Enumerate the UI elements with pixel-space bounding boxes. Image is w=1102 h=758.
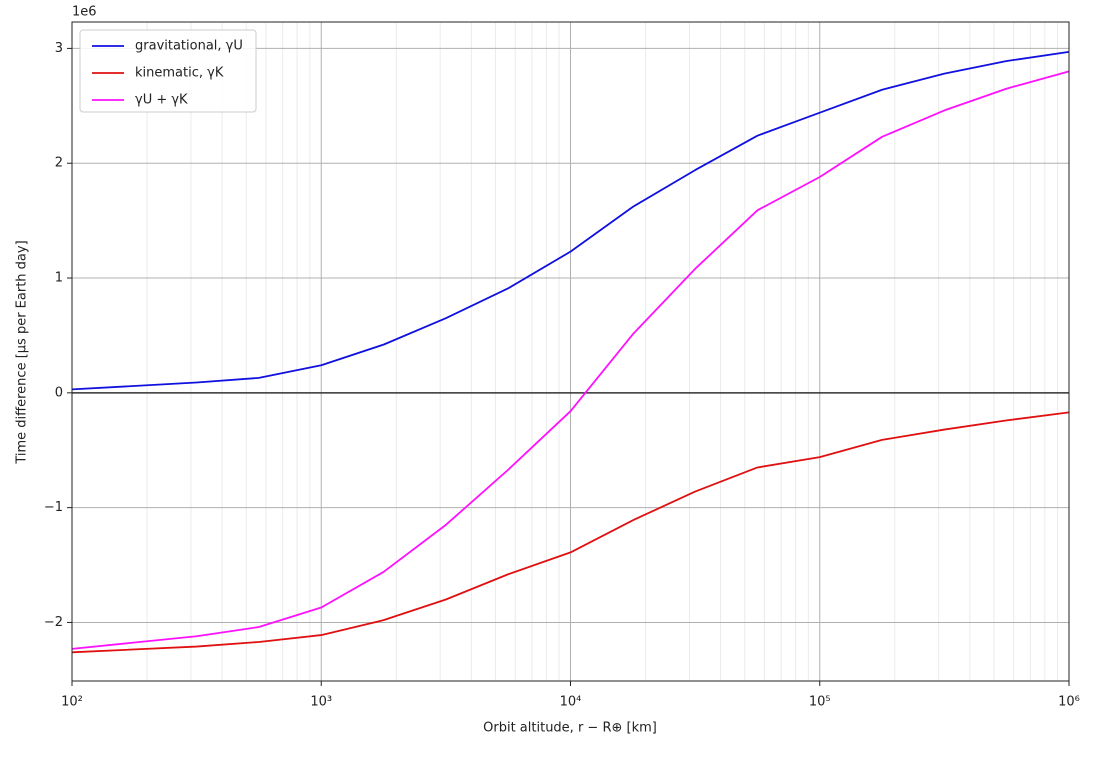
y-tick-label: −2 [44, 615, 63, 630]
x-tick-label: 10⁴ [560, 695, 582, 710]
y-tick-label: 1 [55, 271, 63, 286]
legend-label: γU + γK [135, 93, 188, 108]
line [71, 411, 1070, 654]
y-offset-label: 1e6 [72, 5, 97, 20]
x-tick-label: 10⁶ [1058, 695, 1080, 710]
x-tick-label: 10⁵ [809, 695, 831, 710]
line [71, 70, 1070, 650]
y-tick-label: 3 [55, 41, 63, 56]
x-tick-label: 10³ [310, 695, 332, 710]
y-tick-label: −1 [44, 500, 63, 515]
x-axis-label: Orbit altitude, r − R⊕ [km] [483, 721, 657, 736]
legend-label: kinematic, γK [135, 66, 224, 81]
y-axis-label: Time difference [μs per Earth day] [15, 240, 30, 464]
x-tick-label: 10² [61, 695, 83, 710]
legend-box [79, 29, 257, 113]
plot-frame [71, 21, 1070, 682]
y-tick-label: 0 [55, 385, 63, 400]
legend: gravitational, γU kinematic, γK γU + γK [79, 29, 257, 113]
line [71, 50, 1070, 391]
legend-label: gravitational, γU [135, 39, 243, 54]
y-tick-label: 2 [55, 156, 63, 171]
